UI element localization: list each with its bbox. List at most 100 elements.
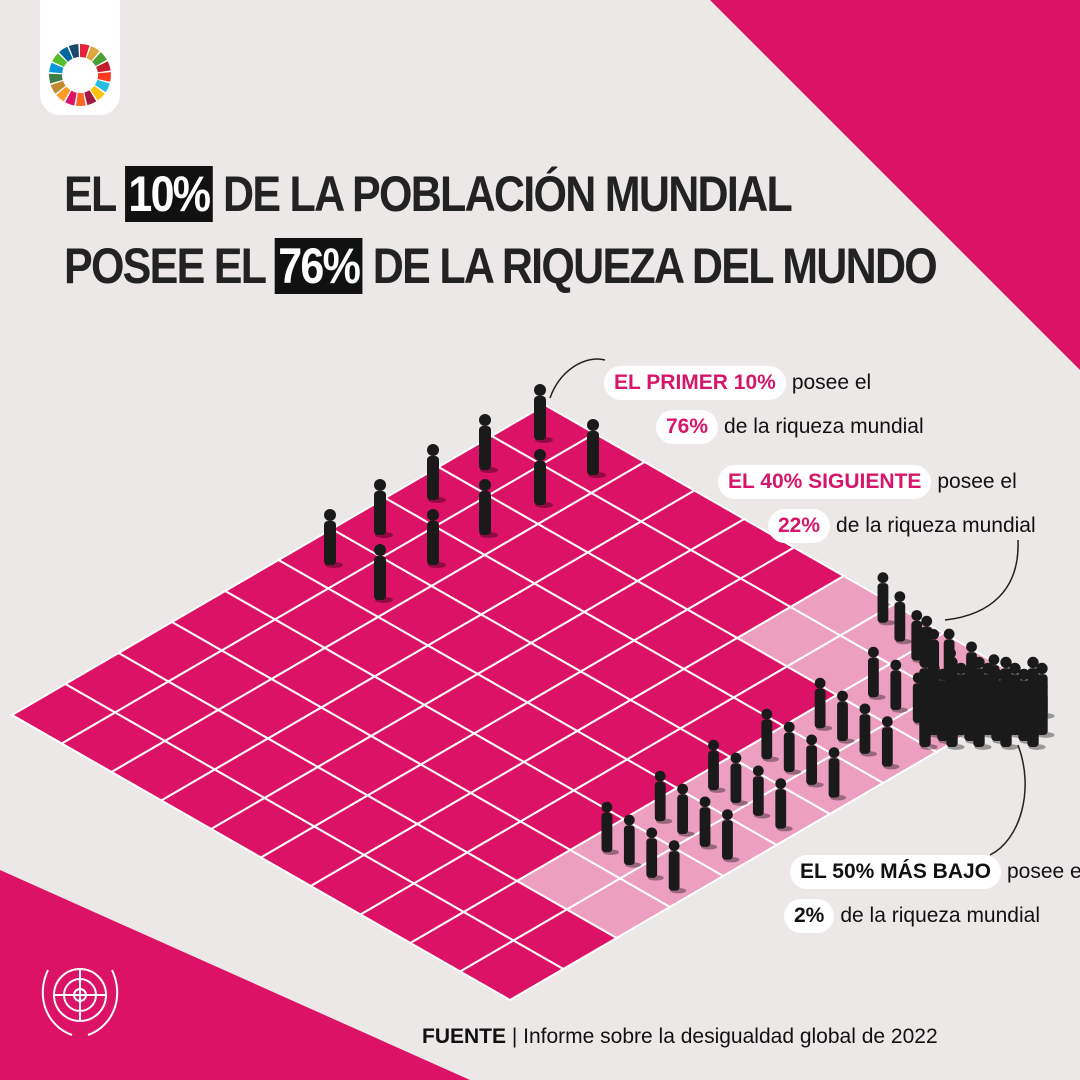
figure-head (324, 509, 336, 521)
figure-body (761, 719, 773, 760)
wheel-segment (48, 73, 63, 84)
figure-body (374, 556, 386, 600)
figure-body (534, 396, 546, 440)
callout-rest: de la riqueza mundial (724, 415, 924, 438)
title-text: EL (64, 166, 116, 222)
figure-head (722, 809, 733, 821)
figure-body (991, 699, 1003, 741)
figure-body (722, 820, 733, 860)
figure-body (928, 693, 940, 735)
figure-head (1000, 656, 1012, 669)
callout: EL PRIMER 10% posee el 76% de la riqueza m… (604, 366, 924, 444)
figure-body (806, 745, 818, 785)
figure-body (955, 693, 967, 735)
figure-head (427, 509, 439, 521)
figure-head (982, 681, 994, 694)
title-highlight: 10% (124, 166, 213, 222)
wheel-segment (52, 53, 68, 67)
figure-head (964, 668, 976, 681)
figure-head (1018, 668, 1030, 681)
figure-body (937, 699, 949, 741)
callout-verb: posee el (937, 470, 1017, 493)
figure-head (973, 656, 985, 669)
figure-head (601, 801, 613, 813)
figure-body (699, 807, 711, 847)
wheel-segment (97, 72, 112, 82)
figure-head (374, 544, 386, 556)
wheel-segment (65, 90, 77, 106)
sdg-wheel (48, 43, 112, 106)
source-separator: | (511, 1025, 518, 1048)
figure-head (877, 572, 889, 584)
figure-body (828, 758, 840, 798)
figure-head (837, 690, 848, 702)
floor-cell (458, 939, 566, 1002)
floor-grid (9, 403, 1046, 1002)
people (324, 384, 1055, 894)
figure-body (677, 794, 689, 835)
figure-head (945, 647, 956, 659)
figure-body (479, 426, 491, 470)
connector (944, 539, 1019, 621)
figure-head (859, 703, 871, 715)
figure-body (646, 838, 658, 878)
figure-body (427, 456, 439, 500)
figure-body (479, 491, 491, 535)
figure-body (919, 705, 931, 747)
figure-body (881, 727, 893, 767)
figure-body (587, 431, 599, 475)
figure-head (730, 752, 742, 764)
figure-head (928, 681, 940, 694)
wheel-segment (68, 44, 79, 59)
figure-head (479, 479, 491, 491)
figure-body (783, 732, 795, 773)
figure-body (374, 491, 386, 535)
figure-head (587, 419, 599, 431)
figure-head (973, 693, 985, 706)
figure-head (534, 384, 546, 396)
figure-head (828, 747, 840, 759)
title-text: DE LA RIQUEZA DEL MUNDO (372, 238, 938, 294)
figure-head (1027, 693, 1039, 706)
figure-head (1027, 656, 1039, 669)
title-highlight: 76% (274, 238, 363, 294)
callout-verb: posee el (1007, 860, 1080, 883)
figure-body (730, 763, 742, 804)
figure-body (982, 693, 994, 735)
figure-head (890, 659, 902, 671)
figure-head (775, 778, 787, 790)
wheel-segment (59, 46, 73, 62)
figure-head (881, 716, 893, 728)
figure-body (668, 851, 680, 891)
figure-head (623, 814, 635, 826)
connector (549, 358, 606, 399)
source-text: Informe sobre la desigualdad global de 2… (523, 1025, 938, 1048)
figure-body (964, 699, 976, 741)
figure-body (1018, 699, 1030, 741)
figure-head (946, 693, 958, 706)
figure-body (427, 521, 439, 565)
wheel-segment (49, 62, 64, 74)
figure-head (677, 783, 689, 795)
figure-head (1009, 662, 1021, 675)
callout: EL 50% MÁS BAJO posee el 2% de la riqueza … (784, 855, 1080, 933)
figure-head (646, 827, 658, 839)
callout: EL 40% SIGUIENTE posee el 22% de la riquez… (718, 465, 1036, 543)
callout-verb: posee el (791, 371, 872, 394)
figure-head (919, 693, 931, 706)
wheel-segment (90, 85, 105, 101)
figure-head (911, 610, 923, 621)
figure-head (919, 656, 931, 669)
figure-head (1000, 693, 1012, 706)
figure-head (1009, 681, 1021, 694)
figure-body (1000, 705, 1012, 747)
callout-rest: de la riqueza mundial (836, 514, 1036, 537)
figure-head (427, 444, 439, 456)
figure-head (894, 591, 906, 602)
figure-body (1027, 705, 1039, 747)
figure-head (966, 641, 977, 653)
connector (989, 744, 1026, 856)
corner-triangle (0, 870, 470, 1080)
figure-head (921, 615, 933, 627)
